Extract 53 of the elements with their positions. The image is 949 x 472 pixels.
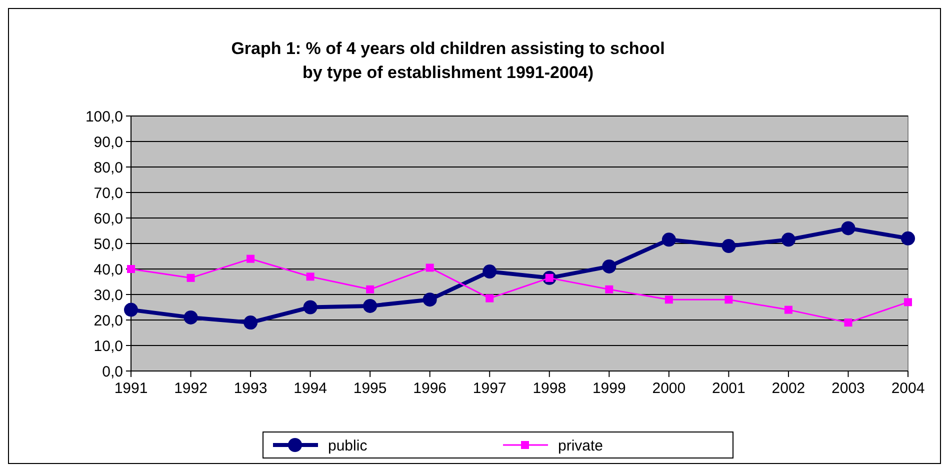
y-tick-label: 40,0 bbox=[94, 261, 123, 278]
x-tick-label: 1995 bbox=[353, 380, 387, 397]
y-tick-label: 30,0 bbox=[94, 286, 123, 304]
y-tick-label: 70,0 bbox=[94, 184, 123, 202]
point bbox=[904, 298, 912, 306]
point bbox=[602, 259, 616, 274]
y-tick-label: 100,0 bbox=[85, 108, 123, 126]
legend-label: private bbox=[558, 437, 604, 454]
point bbox=[186, 274, 195, 282]
y-tick-label: 90,0 bbox=[94, 134, 123, 151]
y-tick-label: 50,0 bbox=[94, 236, 123, 253]
point bbox=[486, 294, 494, 302]
chart-title: Graph 1: % of 4 years old children assisting to school by type of establishment 1991-2004) bbox=[231, 39, 665, 82]
point bbox=[781, 232, 796, 247]
y-tick-label: 60,0 bbox=[94, 210, 123, 228]
x-tick-label: 1998 bbox=[532, 380, 566, 397]
x-tick-label: 2002 bbox=[772, 380, 806, 397]
y-tick-label: 10,0 bbox=[94, 338, 123, 355]
x-tick-label: 2000 bbox=[652, 380, 686, 397]
point bbox=[784, 306, 792, 314]
point bbox=[724, 296, 733, 304]
point bbox=[246, 254, 255, 263]
point bbox=[306, 272, 314, 281]
point bbox=[124, 302, 138, 317]
x-tick-label: 1997 bbox=[472, 380, 506, 397]
point bbox=[184, 310, 198, 324]
x-tick-label: 1999 bbox=[592, 380, 626, 397]
point bbox=[844, 318, 852, 327]
y-tick-label: 80,0 bbox=[94, 159, 123, 176]
point bbox=[605, 285, 614, 294]
y-tick-label: 20,0 bbox=[94, 312, 123, 330]
point bbox=[722, 239, 736, 254]
legend-label: public bbox=[328, 437, 368, 454]
x-tick-label: 2004 bbox=[891, 380, 925, 397]
x-tick-label: 2003 bbox=[832, 380, 865, 397]
x-tick-label: 1991 bbox=[114, 380, 148, 397]
point bbox=[422, 292, 437, 307]
point bbox=[664, 296, 673, 304]
y-tick-label: 0,0 bbox=[102, 363, 123, 380]
point bbox=[841, 221, 856, 236]
point bbox=[366, 285, 374, 294]
x-tick-label: 2001 bbox=[712, 380, 746, 397]
point bbox=[363, 298, 378, 313]
point bbox=[426, 264, 434, 272]
point bbox=[901, 231, 915, 246]
point bbox=[662, 232, 676, 247]
point bbox=[303, 300, 318, 314]
x-tick-label: 1996 bbox=[413, 380, 447, 397]
x-tick-label: 1994 bbox=[294, 380, 327, 397]
x-tick-label: 1992 bbox=[174, 380, 208, 397]
point bbox=[244, 316, 258, 330]
x-tick-label: 1993 bbox=[234, 380, 268, 397]
point bbox=[482, 264, 497, 279]
